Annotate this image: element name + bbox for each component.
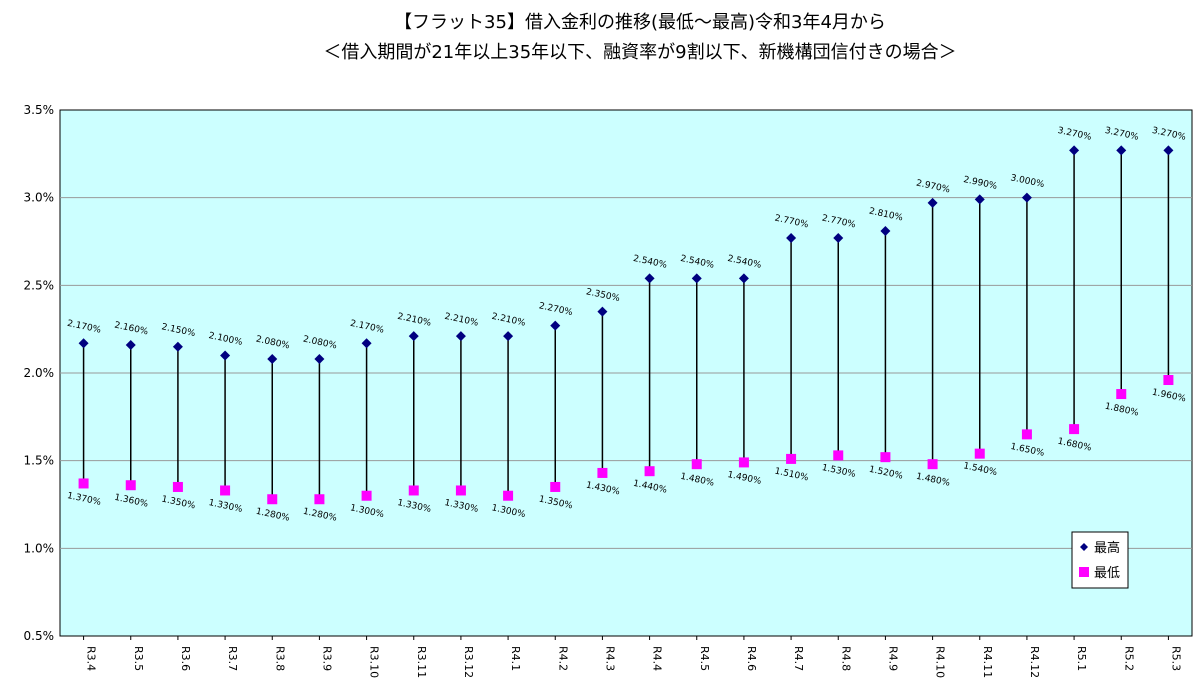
max-rate-point (1069, 145, 1080, 156)
legend (1071, 531, 1129, 589)
x-tick-label: R4.9 (886, 646, 899, 671)
max-rate-point (172, 341, 183, 352)
min-rate-point (597, 467, 608, 478)
x-tick-label: R3.8 (273, 646, 286, 671)
chart-subtitle: ＜借入期間が21年以上35年以下、融資率が9割以下、新機構団信付きの場合＞ (323, 42, 957, 63)
x-tick-label: R4.8 (839, 646, 852, 671)
min-rate-point (503, 490, 514, 501)
max-rate-point (1021, 192, 1032, 203)
min-rate-point (927, 459, 938, 470)
min-rate-point (691, 459, 702, 470)
max-rate-point (786, 232, 797, 243)
min-rate-point (880, 452, 891, 463)
min-rate-point (550, 481, 561, 492)
x-tick-label: R3.12 (462, 646, 475, 678)
max-rate-point (833, 232, 844, 243)
min-rate-point (408, 485, 419, 496)
x-tick-label: R3.5 (132, 646, 145, 671)
legend-min-marker (1079, 567, 1089, 577)
max-rate-point (597, 306, 608, 317)
x-tick-label: R3.11 (415, 646, 428, 678)
min-rate-point (738, 457, 749, 468)
x-tick-label: R4.5 (698, 646, 711, 671)
x-tick-label: R3.7 (226, 646, 239, 671)
y-tick-label: 3.0% (24, 191, 55, 205)
x-tick-label: R5.2 (1122, 646, 1135, 671)
min-rate-point (361, 490, 372, 501)
max-rate-point (644, 273, 655, 284)
max-rate-point (738, 273, 749, 284)
x-tick-label: R4.1 (509, 646, 522, 671)
x-tick-label: R3.9 (320, 646, 333, 671)
x-tick-label: R5.3 (1169, 646, 1182, 671)
max-rate-point (78, 338, 89, 349)
x-tick-label: R4.10 (934, 646, 947, 678)
max-rate-point (691, 273, 702, 284)
max-rate-point (503, 331, 514, 342)
x-tick-label: R3.4 (85, 646, 98, 671)
legend-max-label: 最高 (1094, 540, 1120, 556)
max-rate-point (314, 353, 325, 364)
max-rate-point (880, 225, 891, 236)
min-rate-point (78, 478, 89, 489)
chart-title: 【フラット35】借入金利の推移(最低～最高)令和3年4月から (394, 12, 886, 33)
x-tick-label: R4.2 (556, 646, 569, 671)
min-rate-point (1021, 429, 1032, 440)
min-rate-point (172, 481, 183, 492)
x-tick-label: R4.6 (745, 646, 758, 671)
min-rate-point (455, 485, 466, 496)
min-rate-point (1116, 389, 1127, 400)
x-tick-label: R4.3 (603, 646, 616, 671)
max-rate-point (408, 331, 419, 342)
min-rate-point (267, 494, 278, 505)
max-rate-point (125, 339, 136, 350)
legend-max-marker (1080, 543, 1088, 551)
y-tick-label: 0.5% (24, 629, 55, 643)
min-rate-point (314, 494, 325, 505)
max-rate-point (1116, 145, 1127, 156)
x-tick-label: R4.11 (981, 646, 994, 678)
x-tick-label: R5.1 (1075, 646, 1088, 671)
min-rate-point (974, 448, 985, 459)
y-tick-label: 2.0% (24, 366, 55, 380)
max-rate-point (267, 353, 278, 364)
y-tick-label: 1.5% (24, 454, 55, 468)
max-rate-point (974, 194, 985, 205)
x-tick-label: R3.6 (179, 646, 192, 671)
max-rate-point (455, 331, 466, 342)
min-rate-point (220, 485, 231, 496)
y-tick-label: 3.5% (24, 103, 55, 117)
min-rate-point (786, 453, 797, 464)
min-rate-point (1069, 424, 1080, 435)
y-tick-label: 1.0% (24, 541, 55, 555)
x-tick-label: R4.7 (792, 646, 805, 671)
x-tick-label: R3.10 (368, 646, 381, 678)
max-rate-point (1163, 145, 1174, 156)
min-rate-point (1163, 375, 1174, 386)
legend-min-label: 最低 (1094, 566, 1120, 581)
min-rate-point (833, 450, 844, 461)
min-rate-point (125, 480, 136, 491)
max-rate-point (361, 338, 372, 349)
max-rate-point (220, 350, 231, 361)
y-tick-label: 2.5% (24, 278, 55, 292)
max-rate-point (550, 320, 561, 331)
max-rate-point (927, 197, 938, 208)
x-tick-label: R4.4 (651, 646, 664, 671)
x-tick-label: R4.12 (1028, 646, 1041, 678)
min-rate-point (644, 466, 655, 477)
